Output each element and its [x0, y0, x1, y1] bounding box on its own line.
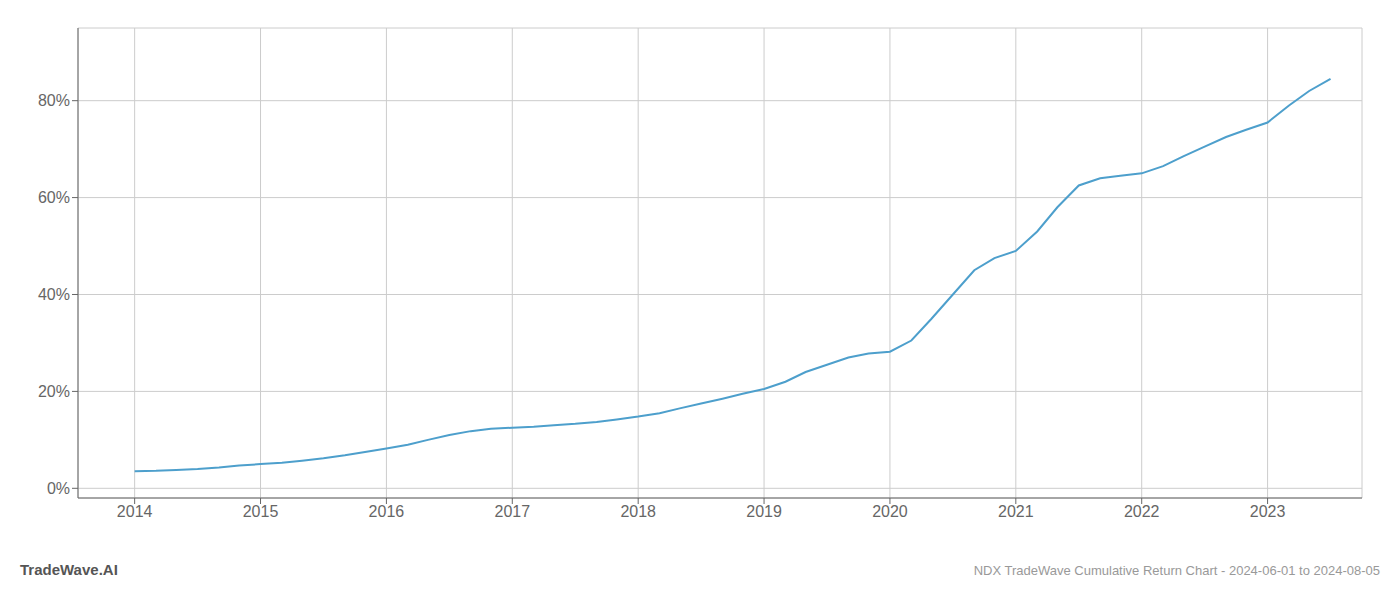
svg-text:2022: 2022: [1124, 503, 1160, 520]
html-text:TradeWave.AI: TradeWave.AI: [20, 561, 118, 578]
svg-text:0%: 0%: [47, 480, 70, 497]
svg-text:2016: 2016: [369, 503, 405, 520]
svg-text:2023: 2023: [1250, 503, 1286, 520]
html-text:NDX TradeWave Cumulative Retur: NDX TradeWave Cumulative Return Chart - …: [973, 563, 1380, 578]
svg-text:2018: 2018: [620, 503, 656, 520]
svg-text:2015: 2015: [243, 503, 279, 520]
svg-text:2017: 2017: [494, 503, 530, 520]
svg-text:2020: 2020: [872, 503, 908, 520]
svg-text:2014: 2014: [117, 503, 153, 520]
svg-text:20%: 20%: [38, 383, 70, 400]
svg-text:60%: 60%: [38, 189, 70, 206]
svg-text:40%: 40%: [38, 286, 70, 303]
svg-text:80%: 80%: [38, 92, 70, 109]
svg-text:2021: 2021: [998, 503, 1034, 520]
svg-text:2019: 2019: [746, 503, 782, 520]
